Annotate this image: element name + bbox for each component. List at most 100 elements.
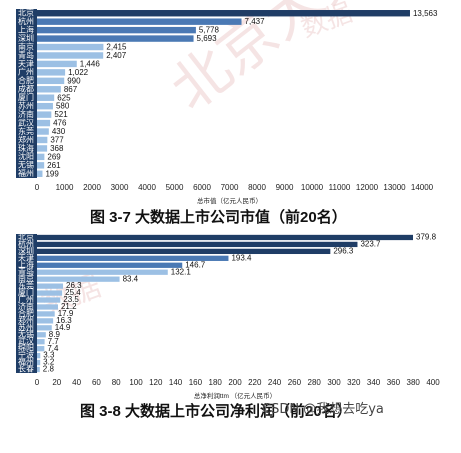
bar	[37, 145, 48, 152]
bar	[37, 111, 52, 118]
category-label: 东莞	[18, 126, 34, 136]
category-label: 济南	[18, 301, 34, 311]
x-tick-label: 13000	[383, 183, 406, 192]
bar	[37, 269, 168, 275]
category-label: 北京	[18, 231, 34, 241]
data-label: 1,022	[68, 68, 89, 77]
bar	[37, 346, 45, 352]
category-label: 绵阳	[18, 343, 34, 353]
category-label: 青岛	[18, 266, 34, 276]
bar	[37, 43, 104, 51]
x-tick-label: 6000	[193, 183, 211, 192]
data-label: 13,563	[413, 9, 438, 18]
data-label: 3.3	[43, 351, 55, 360]
data-label: 867	[64, 85, 78, 94]
bar	[37, 52, 104, 59]
x-axis-label: 总净利润ttm （亿元人民币）	[194, 391, 276, 400]
category-label: 福州	[18, 169, 34, 178]
category-label: 深圳	[18, 33, 34, 43]
x-tick-label: 340	[367, 378, 381, 387]
x-tick-label: 360	[387, 378, 401, 387]
bar	[37, 10, 410, 17]
x-tick-label: 120	[149, 378, 163, 387]
x-tick-label: 180	[209, 378, 223, 387]
category-label: 合肥	[18, 308, 34, 318]
x-tick-label: 100	[129, 378, 143, 387]
bar	[37, 86, 61, 93]
bar	[37, 119, 51, 127]
category-label: 无锡	[18, 161, 34, 170]
data-label: 323.7	[360, 240, 381, 249]
bar	[37, 102, 53, 110]
bar	[37, 153, 45, 161]
category-label: 上海	[18, 259, 34, 269]
bar	[37, 136, 48, 144]
data-label: 2.8	[43, 365, 55, 374]
x-tick-label: 8000	[248, 183, 266, 192]
chart-market-cap: 北京 13,563 杭州 7,437 上海 5,778 深圳 5,693 南京 2,415 青岛 2,…	[16, 8, 438, 205]
category-label: 沈阳	[18, 151, 34, 161]
x-tick-label: 4000	[138, 183, 156, 192]
data-label: 21.2	[61, 302, 77, 311]
data-label: 16.3	[56, 316, 72, 325]
bar	[37, 262, 183, 268]
x-tick-label: 140	[169, 378, 183, 387]
x-tick-label: 12000	[356, 183, 379, 192]
data-label: 580	[56, 102, 70, 111]
data-label: 269	[47, 152, 61, 161]
x-tick-label: 240	[268, 378, 282, 387]
data-label: 26.3	[66, 281, 82, 290]
x-tick-label: 40	[72, 378, 81, 387]
data-label: 379.8	[416, 233, 437, 242]
bar	[37, 325, 52, 331]
x-tick-label: 280	[308, 378, 322, 387]
data-label: 1,446	[80, 59, 101, 68]
category-label: 苏州	[18, 322, 34, 332]
category-label: 珠海	[18, 143, 34, 153]
data-label: 5,693	[197, 34, 218, 43]
data-label: 17.9	[58, 309, 74, 318]
data-label: 8.9	[49, 330, 61, 339]
category-label: 苏州	[18, 101, 34, 111]
x-tick-label: 10000	[301, 183, 324, 192]
category-label: 郑州	[18, 134, 34, 144]
data-label: 377	[50, 136, 64, 145]
data-label: 625	[57, 93, 71, 102]
category-label: 青岛	[18, 50, 34, 60]
bar	[37, 339, 45, 345]
bar	[37, 359, 41, 366]
x-tick-label: 2000	[83, 183, 101, 192]
category-label: 天津	[18, 58, 34, 68]
bar	[37, 77, 65, 85]
x-tick-label: 80	[112, 378, 121, 387]
x-tick-label: 400	[426, 378, 440, 387]
bar	[37, 304, 58, 310]
data-label: 146.7	[185, 260, 206, 269]
bar	[37, 297, 61, 303]
data-label: 521	[54, 110, 68, 119]
x-tick-label: 260	[288, 378, 302, 387]
category-band	[16, 9, 37, 178]
category-label: 东莞	[18, 280, 34, 290]
footer-credit: CSDN @我想去吃ya	[262, 401, 384, 417]
category-label: 深圳	[18, 245, 34, 255]
x-tick-label: 1000	[56, 183, 74, 192]
bar	[37, 366, 40, 373]
bar	[37, 311, 55, 317]
category-label: 成都	[18, 84, 34, 94]
bar	[37, 26, 196, 34]
bar	[37, 290, 63, 296]
category-band	[16, 234, 37, 373]
x-tick-label: 160	[189, 378, 203, 387]
category-label: 无锡	[18, 330, 34, 339]
bar	[37, 318, 54, 324]
category-label: 厦门	[18, 92, 34, 102]
bar	[37, 283, 64, 289]
data-label: 3.2	[43, 358, 55, 367]
x-tick-label: 300	[327, 378, 341, 387]
category-label: 武汉	[18, 336, 34, 346]
bar	[37, 18, 242, 25]
category-label: 合肥	[18, 75, 34, 85]
bar	[37, 69, 66, 76]
data-label: 199	[45, 169, 59, 178]
